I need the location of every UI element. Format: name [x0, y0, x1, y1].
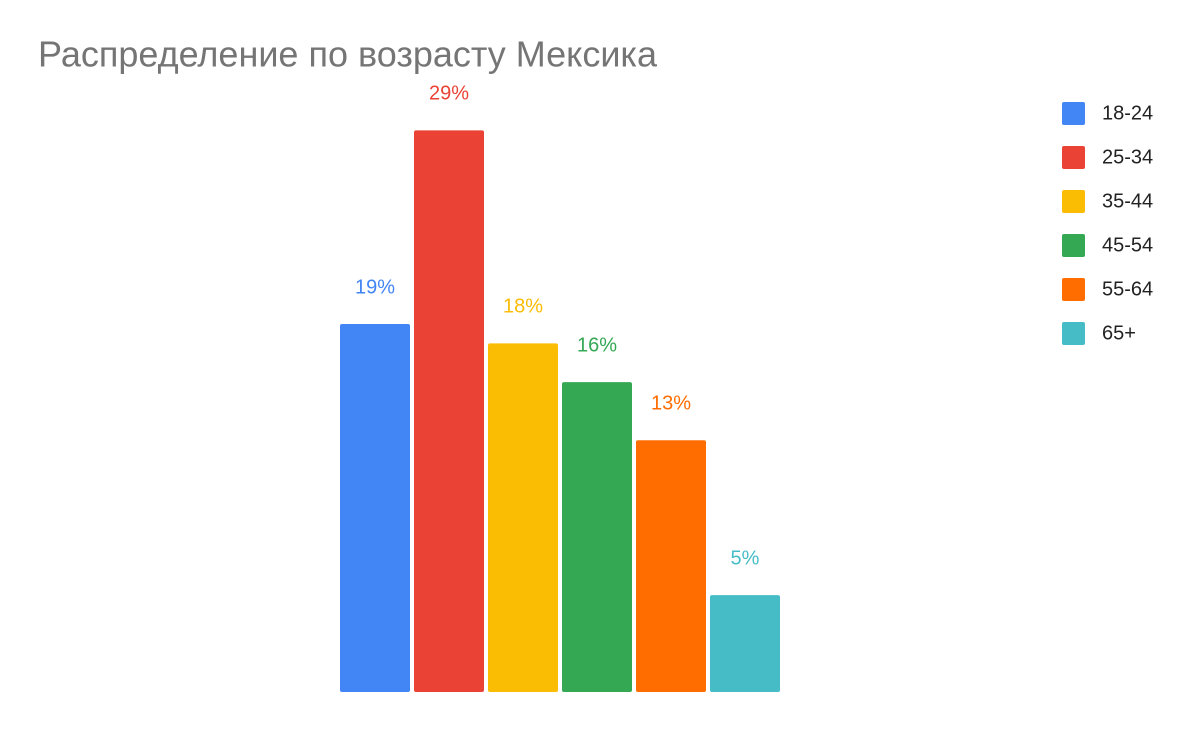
bar: [340, 324, 410, 692]
data-label: 29%: [429, 83, 469, 105]
data-label: 5%: [731, 547, 760, 569]
legend-label: 65+: [1102, 322, 1136, 344]
legend-label: 25-34: [1102, 146, 1153, 168]
legend-swatch: [1062, 146, 1085, 169]
legend-swatch: [1062, 190, 1085, 213]
bar: [488, 343, 558, 692]
data-label: 13%: [651, 393, 691, 415]
legend-swatch: [1062, 102, 1085, 125]
legend-swatch: [1062, 322, 1085, 345]
bar: [414, 130, 484, 692]
legend-label: 55-64: [1102, 278, 1153, 300]
data-label: 18%: [503, 296, 543, 318]
legend-label: 35-44: [1102, 190, 1153, 212]
legend-swatch: [1062, 278, 1085, 301]
chart-title: Распределение по возрасту Мексика: [38, 34, 658, 75]
bar: [562, 382, 632, 692]
legend-label: 18-24: [1102, 102, 1153, 124]
legend-label: 45-54: [1102, 234, 1153, 256]
data-label: 16%: [577, 334, 617, 356]
data-label: 19%: [355, 276, 395, 298]
legend-swatch: [1062, 234, 1085, 257]
bar: [710, 595, 780, 692]
bar: [636, 440, 706, 692]
